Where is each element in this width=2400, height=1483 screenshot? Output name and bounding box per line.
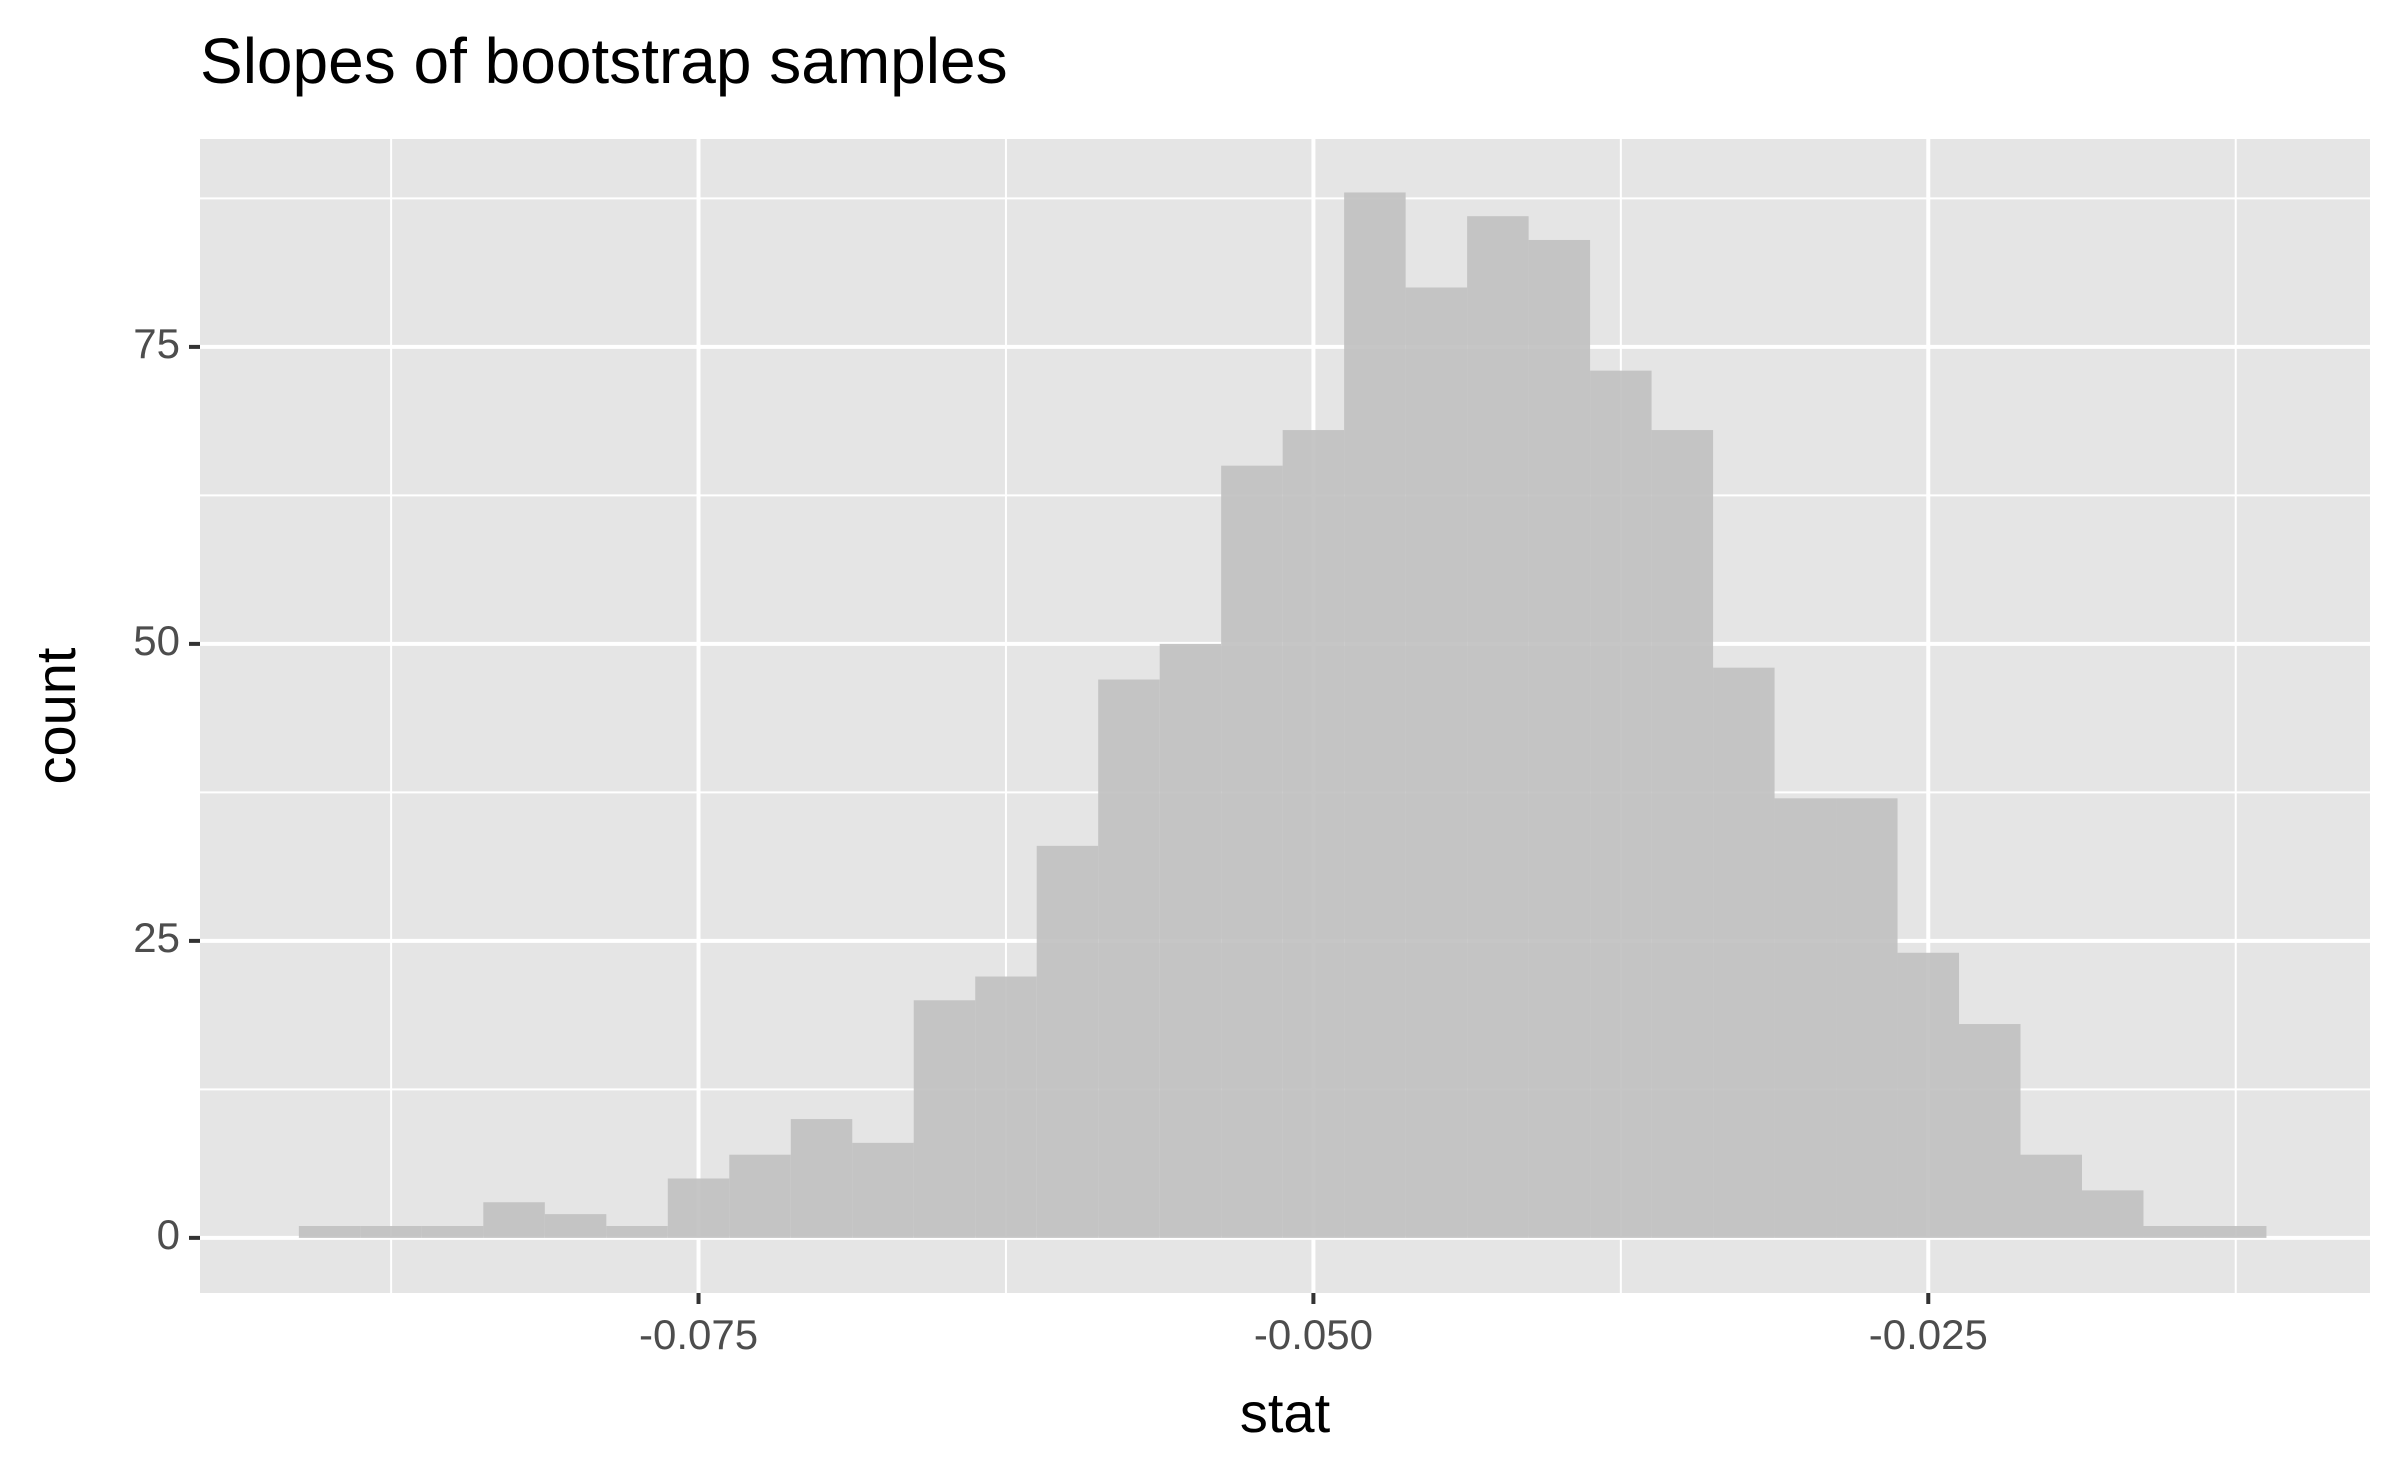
bar — [1282, 430, 1345, 1238]
bar — [2204, 1225, 2267, 1238]
bar — [606, 1225, 668, 1238]
bar — [2081, 1190, 2144, 1238]
x-tick-label: -0.025 — [1869, 1311, 1988, 1358]
bar — [1221, 465, 1283, 1238]
bar — [1159, 643, 1222, 1238]
bar — [1836, 798, 1898, 1238]
bar — [1959, 1024, 2021, 1238]
bar — [1098, 679, 1160, 1238]
bar — [360, 1225, 422, 1238]
bar — [1590, 370, 1652, 1238]
bar — [1467, 216, 1529, 1238]
bar — [667, 1178, 730, 1238]
bar — [1774, 798, 1837, 1238]
bar — [544, 1214, 607, 1238]
bar — [975, 976, 1037, 1238]
bar — [1405, 287, 1468, 1238]
y-tick-label: 75 — [133, 320, 180, 367]
y-tick-label: 50 — [133, 617, 180, 664]
bar — [298, 1225, 361, 1238]
chart-title: Slopes of bootstrap samples — [200, 25, 1008, 97]
bar — [913, 1000, 976, 1238]
x-tick-label: -0.050 — [1254, 1311, 1373, 1358]
y-axis-title: count — [24, 647, 87, 784]
bar — [1036, 845, 1099, 1238]
bar — [1651, 430, 1714, 1238]
x-axis-title: stat — [1240, 1381, 1331, 1444]
y-tick-label: 0 — [157, 1211, 180, 1258]
bar — [1344, 192, 1406, 1238]
x-tick-label: -0.075 — [639, 1311, 758, 1358]
bar — [421, 1225, 484, 1238]
bar — [852, 1142, 914, 1238]
bar — [1897, 952, 1960, 1238]
bar — [1713, 667, 1775, 1238]
bar — [729, 1154, 791, 1238]
y-tick-label: 25 — [133, 914, 180, 961]
bar — [2143, 1225, 2205, 1238]
bar — [483, 1202, 545, 1238]
bar — [1528, 239, 1591, 1238]
bar — [2020, 1154, 2082, 1238]
bar — [790, 1119, 853, 1238]
